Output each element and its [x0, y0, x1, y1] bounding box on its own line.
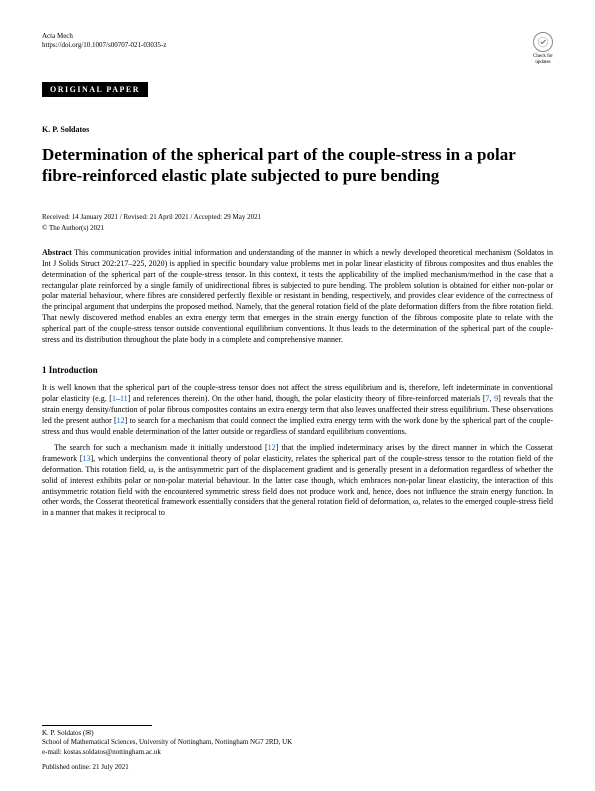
abstract-text: This communication provides initial info… [42, 248, 553, 343]
copyright: © The Author(s) 2021 [42, 224, 553, 232]
abstract-label: Abstract [42, 248, 72, 257]
article-type-badge: ORIGINAL PAPER [42, 82, 148, 97]
affiliation-text: School of Mathematical Sciences, Univers… [42, 738, 553, 747]
check-updates-badge[interactable]: Check for updates [533, 32, 553, 65]
abstract: Abstract This communication provides ini… [42, 248, 553, 345]
journal-name: Acta Mech [42, 32, 166, 41]
crossmark-icon [533, 32, 553, 52]
citation-link[interactable]: 13 [83, 454, 91, 463]
check-label-2: updates [535, 60, 550, 66]
citation-link[interactable]: 12 [117, 416, 125, 425]
paragraph-1: It is well known that the spherical part… [42, 383, 553, 437]
page-header: Acta Mech https://doi.org/10.1007/s00707… [42, 32, 553, 65]
article-title: Determination of the spherical part of t… [42, 144, 553, 187]
citation-link[interactable]: 12 [268, 443, 276, 452]
author-name: K. P. Soldatos [42, 125, 553, 134]
section-1-heading: 1 Introduction [42, 365, 553, 375]
footer-rule [42, 725, 152, 726]
published-date: Published online: 21 July 2021 [42, 763, 553, 771]
citation-link[interactable]: 11 [120, 394, 128, 403]
page-footer: K. P. Soldatos (✉) School of Mathematica… [42, 725, 553, 771]
corresponding-author: K. P. Soldatos (✉) [42, 729, 553, 738]
doi-link[interactable]: https://doi.org/10.1007/s00707-021-03035… [42, 41, 166, 50]
email-address[interactable]: kostas.soldatos@nottingham.ac.uk [64, 748, 161, 756]
paragraph-2: The search for such a mechanism made it … [42, 443, 553, 519]
article-dates: Received: 14 January 2021 / Revised: 21 … [42, 213, 553, 223]
email-line: e-mail: kostas.soldatos@nottingham.ac.uk [42, 748, 553, 757]
header-left: Acta Mech https://doi.org/10.1007/s00707… [42, 32, 166, 50]
